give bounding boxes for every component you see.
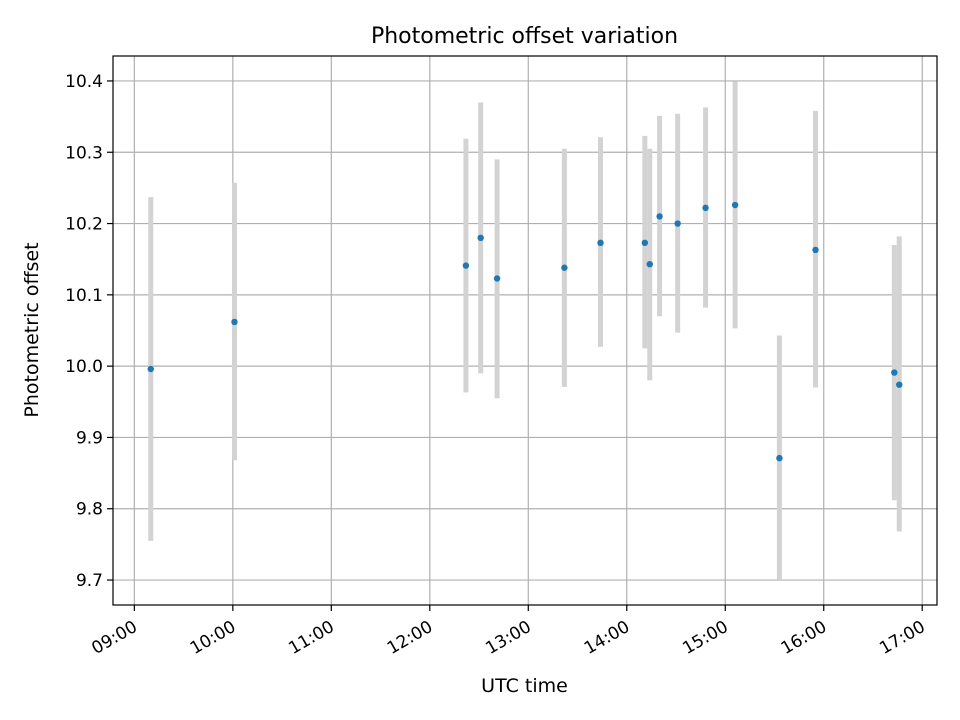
data-points <box>147 201 903 462</box>
data-point <box>812 246 819 254</box>
x-axis-label: UTC time <box>481 675 568 697</box>
data-point <box>702 204 709 212</box>
y-tick-label: 9.8 <box>76 500 103 520</box>
y-tick-label: 10.2 <box>65 215 103 235</box>
y-tick-label: 10.1 <box>65 286 103 306</box>
data-point <box>147 365 154 373</box>
data-point <box>493 275 501 282</box>
data-point <box>641 239 649 247</box>
data-point <box>674 220 681 227</box>
data-point <box>477 234 484 242</box>
y-tick-label: 10.3 <box>65 143 103 163</box>
data-point <box>731 201 739 209</box>
grid-lines <box>113 56 937 605</box>
y-tick-label: 9.9 <box>76 428 103 448</box>
data-point <box>776 454 783 462</box>
y-axis: 9.7 9.8 9.9 10.0 10.1 10.2 10.3 10.4 <box>65 72 113 591</box>
data-point <box>597 239 604 247</box>
data-point <box>462 262 470 269</box>
plot-frame <box>112 55 938 606</box>
y-axis-label: Photometric offset <box>21 242 43 417</box>
y-tick-label: 10.0 <box>65 357 103 377</box>
data-point <box>891 369 898 376</box>
data-point <box>646 260 653 268</box>
y-tick-label: 9.7 <box>76 571 103 591</box>
data-point <box>656 213 663 220</box>
plot-area <box>112 55 938 606</box>
y-tick-label: 10.4 <box>65 72 103 92</box>
data-point <box>231 318 238 326</box>
chart-title: Photometric offset variation <box>371 24 678 49</box>
data-point <box>561 264 568 271</box>
data-point <box>896 381 903 388</box>
